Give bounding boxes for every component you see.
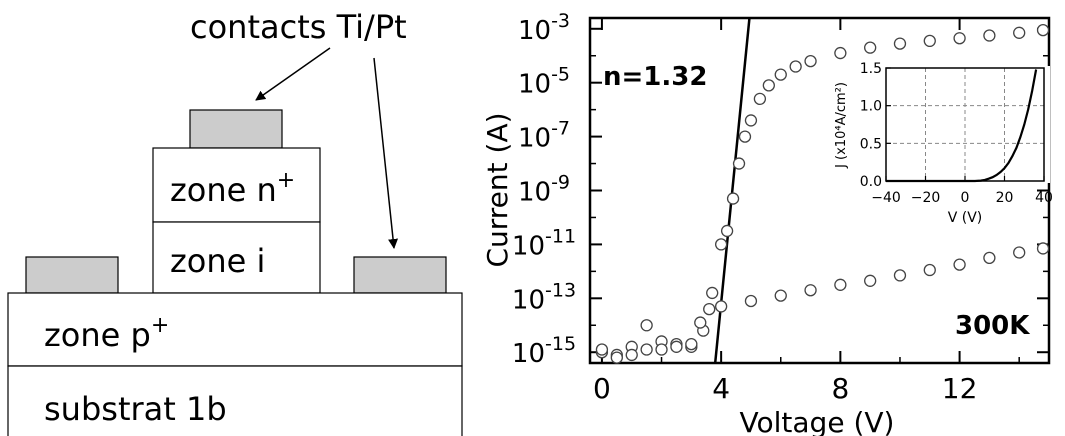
side-contact-left [25,256,119,294]
inset-y-tick-label: 1.0 [860,99,882,115]
data-point [685,337,698,351]
data-point [703,302,716,316]
data-point [625,348,638,362]
data-point [753,92,767,106]
main-x-tick-label: 4 [712,372,730,405]
main-series-group [595,23,1050,364]
main-y-tick-label: 10-3 [518,10,570,46]
zone-i-layer [152,221,321,294]
ideality-annotation: n=1.32 [603,62,707,92]
data-point [1013,246,1026,259]
data-point [864,41,877,54]
data-point [804,284,817,297]
data-point [923,34,936,48]
data-point [744,114,758,127]
data-point [706,286,719,300]
inset-background [868,66,1050,183]
contact-arrow-top [255,47,331,101]
inset-x-tick-label: 40 [1035,190,1053,206]
inset-grid [886,68,1044,181]
data-point [670,340,683,353]
data-point [732,157,746,170]
contacts-label: contacts Ti/Pt [190,8,407,46]
inset-y-tick-label: 0.0 [860,174,882,190]
data-point [595,343,609,356]
main-y-tick-label: 10-15 [512,333,576,369]
iv-chart: 10-3 10-5 10-7 10-9 10-11 10-13 10-15 0 4 8 12 n=… [481,10,1051,436]
inset-x-axis-label: V (V) [948,210,983,226]
data-point [1036,242,1050,255]
zone-n-layer [152,147,321,223]
inset-x-ticks: −40 −20 0 20 40 [871,176,1053,206]
data-point [953,258,966,271]
device-structure: contacts Ti/Pt zone n+ zone i zone p+ su… [7,8,463,436]
main-y-tick-label: 10-11 [512,225,576,261]
inset-x-tick-label: 20 [996,190,1014,206]
data-point [1013,26,1026,39]
data-point [744,294,758,308]
data-point [774,289,787,302]
series-1 [595,23,1050,362]
temperature-annotation: 300K [955,311,1030,341]
main-x-tick-label: 12 [942,372,978,405]
zone-p-text: zone p+ [44,313,169,354]
top-contact [189,109,283,149]
data-point [804,54,817,68]
data-point [762,79,775,92]
data-point [893,37,907,50]
data-point [953,32,966,45]
data-point [640,319,653,332]
main-y-ticks: 10-3 10-5 10-7 10-9 10-11 10-13 10-15 [512,10,1049,369]
data-point [789,60,802,73]
main-x-ticks: 0 4 8 12 [593,18,1020,405]
main-y-tick-label: 10-9 [518,172,570,208]
inset-x-tick-label: 0 [961,190,970,206]
data-point [834,278,847,291]
data-point [983,251,996,265]
inset-curve-group [886,69,1038,183]
main-y-tick-label: 10-5 [518,64,570,100]
data-point [640,343,653,356]
data-point [923,263,936,277]
data-point [714,238,728,251]
side-contact-right [353,256,447,294]
data-point [834,46,847,60]
data-point [714,300,728,313]
substrate-layer [7,365,463,436]
data-point [726,192,740,205]
inset-y-tick-label: 0.5 [860,136,882,152]
main-y-tick-label: 10-13 [512,279,576,315]
data-point [774,68,787,81]
data-point [694,316,707,329]
main-x-axis-label: Voltage (V) [740,406,895,436]
inset-x-tick-label: −20 [911,190,941,206]
inset-y-ticks: 0.0 0.5 1.0 1.5 [860,61,891,190]
main-y-tick-label: 10-7 [518,118,570,154]
data-point [610,351,623,364]
data-point [1036,23,1050,37]
main-y-axis-label: Current (A) [481,112,514,267]
series-2 [595,242,1050,364]
inset-jv-chart: 0.0 0.5 1.0 1.5 −40 −20 0 20 40 J (x10⁴A/cm²) V… [834,61,1053,226]
data-point [720,224,734,238]
inset-y-axis-label: J (x10⁴A/cm²) [834,82,849,169]
data-point [864,274,877,287]
inset-x-tick-label: −40 [871,190,901,206]
contact-arrow-side [373,57,399,249]
data-point [893,269,907,282]
data-point [738,130,752,143]
data-point [655,343,668,356]
zone-p-layer [7,292,463,367]
inset-jv-curve [886,69,1038,183]
zone-n-text: zone n+ [170,168,295,209]
substrate-text: substrat 1b [44,390,227,428]
data-point [983,29,996,42]
main-x-tick-label: 8 [831,372,849,405]
zone-i-text: zone i [170,242,265,280]
inset-y-tick-label: 1.5 [860,61,882,77]
main-x-tick-label: 0 [593,372,611,405]
